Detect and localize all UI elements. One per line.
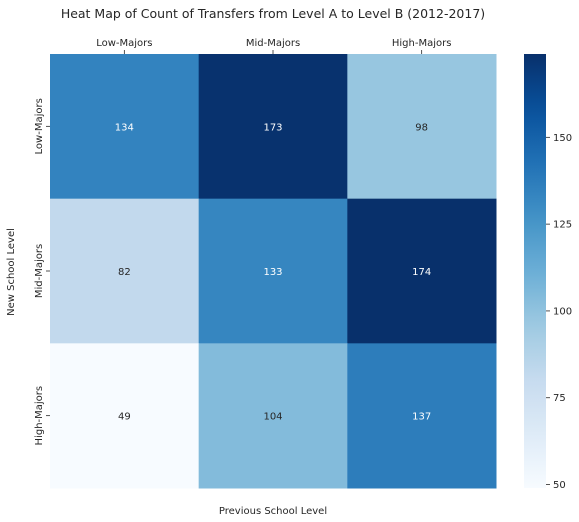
cell-value-label: 98 <box>415 122 428 133</box>
colorbar-tick-label: 50 <box>553 480 566 491</box>
heatmap-cell <box>347 54 497 200</box>
heatmap-cell <box>50 343 200 489</box>
y-tick-label: Mid-Majors <box>34 244 45 298</box>
heatmap-cells: 134 173 98 82 133 174 49 104 137 <box>50 54 497 489</box>
cell-value-label: 137 <box>412 412 431 423</box>
heatmap-cell <box>50 54 200 200</box>
x-tick-label: Mid-Majors <box>246 38 300 49</box>
colorbar-gradient <box>524 54 546 488</box>
heatmap-cell <box>198 343 348 489</box>
cell-value-label: 82 <box>118 267 131 278</box>
y-axis-label: New School Level <box>6 228 17 316</box>
cell-value-label: 134 <box>115 122 134 133</box>
colorbar: 50 75 100 125 150 <box>524 54 572 491</box>
y-tick-labels: Low-Majors Mid-Majors High-Majors <box>34 98 50 445</box>
cell-value-label: 174 <box>412 267 431 278</box>
y-tick-label: Low-Majors <box>34 98 45 154</box>
colorbar-tick-label: 125 <box>553 220 572 231</box>
cell-value-label: 49 <box>118 412 131 423</box>
chart-title: Heat Map of Count of Transfers from Leve… <box>61 6 485 21</box>
x-axis-label: Previous School Level <box>219 506 327 517</box>
heatmap-cell <box>50 198 200 344</box>
cell-value-label: 104 <box>263 412 282 423</box>
x-tick-label: Low-Majors <box>96 38 152 49</box>
colorbar-tick-label: 75 <box>553 393 566 404</box>
colorbar-tick-label: 100 <box>553 306 572 317</box>
colorbar-tick-label: 150 <box>553 133 572 144</box>
x-tick-labels: Low-Majors Mid-Majors High-Majors <box>96 38 451 54</box>
cell-value-label: 173 <box>263 122 282 133</box>
x-tick-label: High-Majors <box>392 38 452 49</box>
cell-value-label: 133 <box>263 267 282 278</box>
heatmap-cell <box>347 198 497 344</box>
heatmap-cell <box>347 343 497 489</box>
heatmap-cell <box>198 198 348 344</box>
heatmap-cell <box>198 54 348 200</box>
y-tick-label: High-Majors <box>34 386 45 446</box>
